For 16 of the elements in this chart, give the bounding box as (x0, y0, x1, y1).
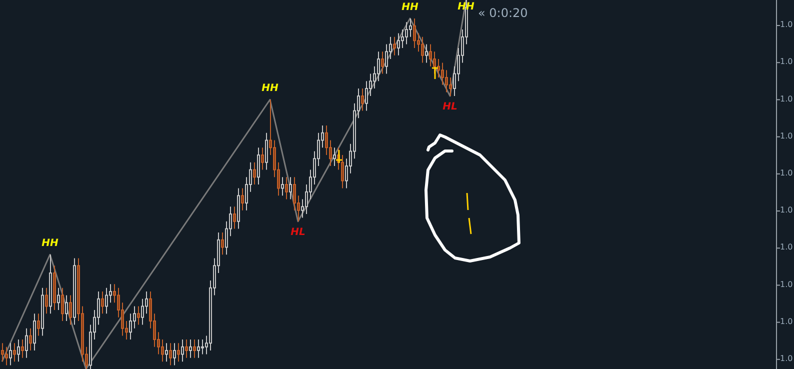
text: 1.0 (780, 242, 793, 252)
text: 1.0 (780, 94, 793, 104)
annotation: HH (42, 238, 59, 250)
text: 1.0 (780, 354, 793, 363)
text: 1.0 (780, 316, 793, 326)
text: 1.0 (780, 168, 793, 178)
text: 1.0 (780, 131, 793, 140)
annotation: HL (290, 226, 306, 238)
annotation: « 0:0:20 (478, 6, 528, 20)
text: 1.0 (780, 57, 793, 66)
text: 1.0 (780, 20, 793, 30)
annotation: HH (262, 83, 279, 94)
text: 1.0 (780, 206, 793, 215)
annotation: HH (402, 2, 419, 14)
annotation: HL (442, 102, 458, 113)
text: 1.0 (780, 280, 793, 289)
